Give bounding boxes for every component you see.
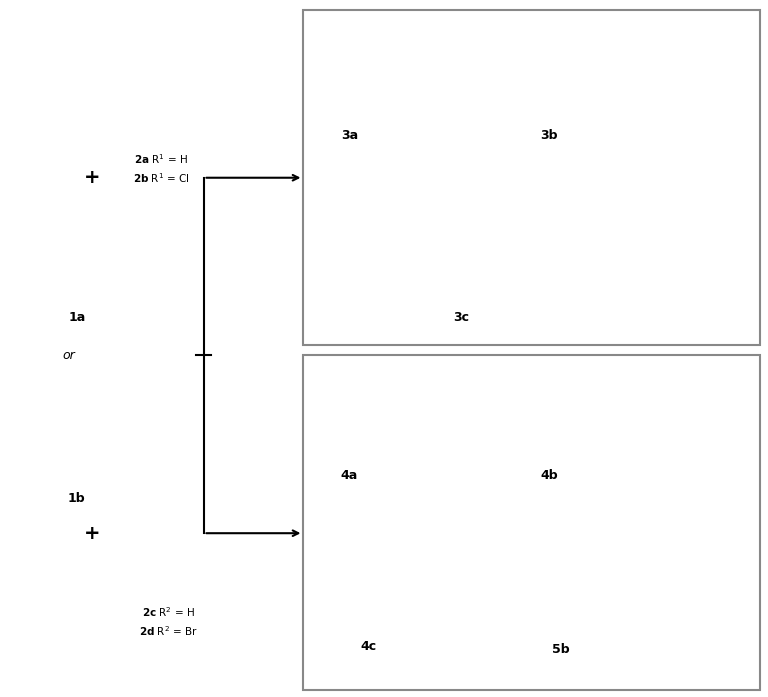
Bar (303, 355, 760, 690)
Text: +: + (84, 168, 101, 187)
Text: 5b: 5b (552, 643, 569, 656)
Text: 3c: 3c (453, 311, 468, 323)
Text: 4b: 4b (541, 469, 558, 482)
Text: $\mathbf{2a}$ R$^1$ = H
$\mathbf{2b}$ R$^1$ = Cl: $\mathbf{2a}$ R$^1$ = H $\mathbf{2b}$ R$… (133, 152, 190, 185)
Text: 3a: 3a (341, 130, 358, 142)
Text: +: + (84, 523, 101, 543)
Text: 4c: 4c (361, 641, 376, 653)
Bar (303, 10, 760, 345)
Text: 1b: 1b (68, 492, 85, 505)
Text: 4a: 4a (341, 469, 358, 482)
Text: $\mathbf{2c}$ R$^2$ = H
$\mathbf{2d}$ R$^2$ = Br: $\mathbf{2c}$ R$^2$ = H $\mathbf{2d}$ R$… (140, 605, 198, 638)
Text: or: or (63, 349, 75, 362)
Text: 1a: 1a (68, 311, 85, 323)
Text: 3b: 3b (541, 130, 558, 142)
